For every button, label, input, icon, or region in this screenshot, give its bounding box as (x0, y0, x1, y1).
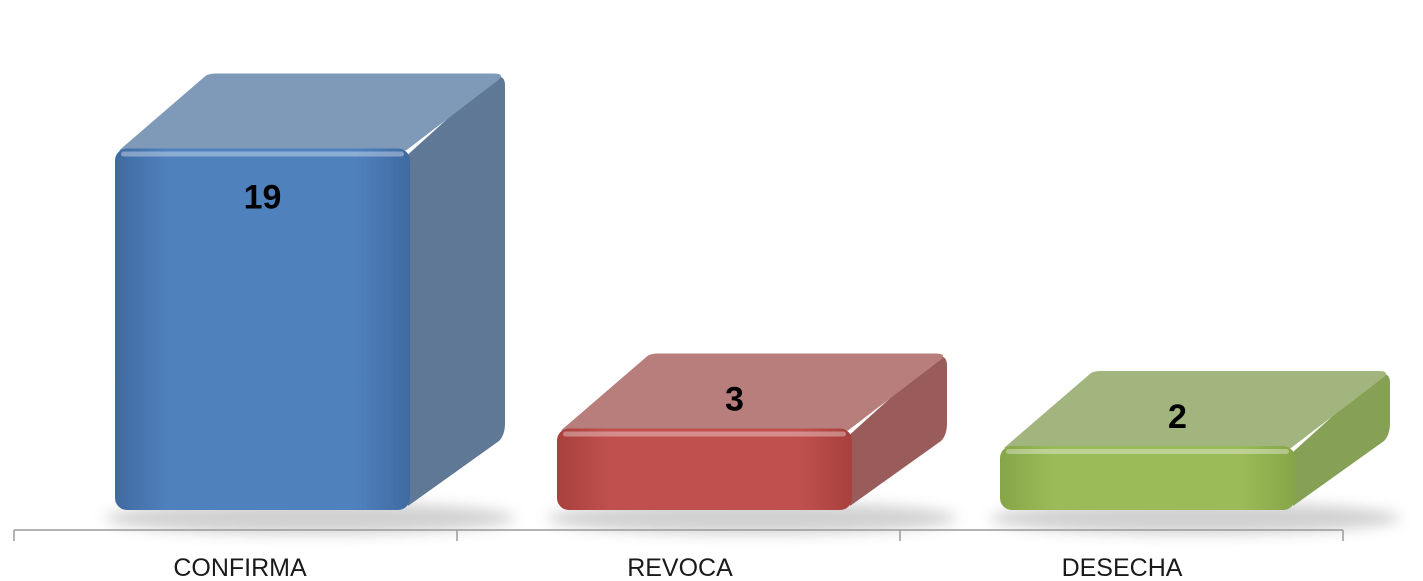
bar-front-face-desecha (1000, 446, 1295, 510)
x-tick-label-revoca: REVOCA (627, 554, 733, 581)
x-tick-label-desecha: DESECHA (1062, 554, 1183, 581)
bars-group: 193 2 (115, 73, 1390, 510)
bar-top-face-revoca (561, 353, 943, 431)
data-label-desecha: 2 (1168, 398, 1187, 436)
bar-front-face-confirma (115, 148, 410, 510)
bar-side-face-confirma (408, 76, 505, 506)
bar-side-face-revoca (850, 356, 947, 506)
data-label-confirma: 19 (244, 179, 282, 217)
bar-revoca (557, 353, 947, 510)
bar-top-face-desecha (1004, 371, 1386, 448)
data-label-revoca: 3 (725, 381, 744, 419)
bar-side-face-desecha (1293, 374, 1390, 506)
bar-highlight-desecha (1006, 449, 1289, 454)
bar-desecha (1000, 371, 1390, 510)
bar-highlight-revoca (563, 431, 846, 437)
bar-top-face-confirma (119, 73, 501, 151)
bar-highlight-confirma (121, 151, 404, 157)
bar-confirma (115, 73, 505, 510)
bar-front-face-revoca (557, 428, 852, 510)
x-tick-label-confirma: CONFIRMA (173, 554, 307, 581)
